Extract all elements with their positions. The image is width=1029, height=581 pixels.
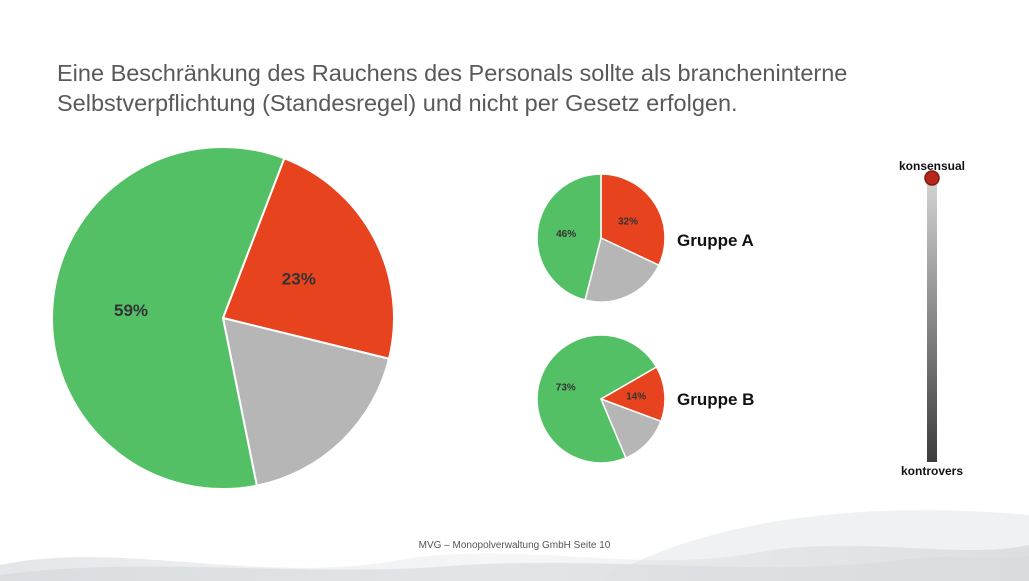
scale-marker — [924, 170, 940, 186]
pie-slice-neutral-total — [221, 316, 391, 487]
page-title: Eine Beschränkung des Rauchens des Perso… — [57, 58, 957, 118]
pie-label-ablehnung-gruppe-b: 14% — [626, 392, 646, 403]
pie-label-zustimmung-gruppe-b: 73% — [556, 383, 576, 394]
title-line-2: Selbstverpflichtung (Standesregel) und n… — [57, 90, 738, 116]
pie-label-ablehnung-total: 23% — [282, 269, 316, 288]
pie-slice-ablehnung-gruppe-a — [600, 173, 666, 267]
pie-chart-total: 59% 23% — [51, 146, 395, 490]
pie-chart-gruppe-b: 73% 14% — [536, 334, 666, 464]
group-a-label: Gruppe A — [677, 231, 754, 250]
footer: MVG – Monopolverwaltung GmbH Seite 10 — [418, 540, 611, 551]
pie-label-zustimmung-total: 59% — [114, 301, 148, 320]
scale-bottom-label: kontrovers — [901, 464, 963, 478]
scale-bar — [927, 178, 937, 462]
scale-top-label: konsensual — [899, 159, 965, 173]
consensus-scale: konsensual kontrovers — [899, 159, 965, 478]
pie-slice-zustimmung-gruppe-b — [536, 334, 658, 464]
pie-slice-zustimmung-gruppe-a — [536, 173, 602, 301]
group-b-label: Gruppe B — [677, 390, 754, 409]
smoke-decoration — [0, 510, 1029, 581]
pie-label-ablehnung-gruppe-a: 32% — [618, 216, 638, 227]
pie-slice-neutral-gruppe-a — [584, 236, 660, 303]
pie-slice-zustimmung-total — [51, 146, 286, 490]
pie-label-zustimmung-gruppe-a: 46% — [556, 229, 576, 240]
pie-chart-gruppe-a: 46% 32% — [536, 173, 666, 303]
pie-slice-ablehnung-gruppe-b — [599, 365, 666, 423]
title-line-1: Eine Beschränkung des Rauchens des Perso… — [57, 60, 848, 86]
